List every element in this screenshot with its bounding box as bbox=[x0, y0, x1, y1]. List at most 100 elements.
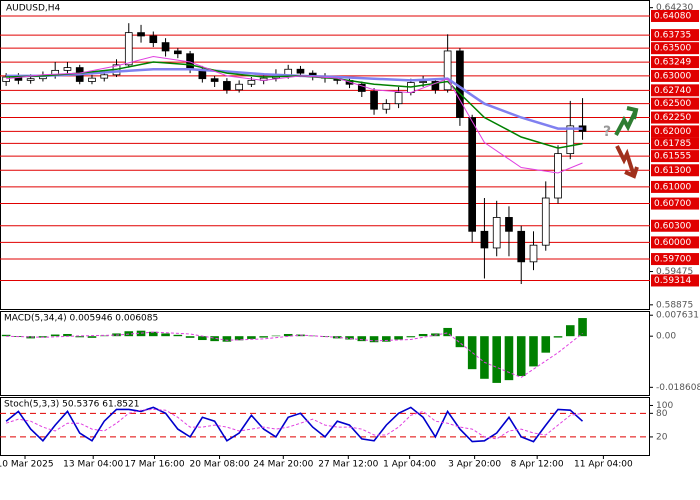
level-label: 0.63000 bbox=[654, 71, 691, 81]
candle-body bbox=[505, 217, 513, 232]
candle-body bbox=[124, 32, 133, 66]
level-box bbox=[651, 69, 699, 82]
candle-body bbox=[480, 230, 489, 249]
x-tick-label: 13 Mar 04:00 bbox=[63, 460, 123, 470]
y-tick-label: -0.018608 bbox=[656, 383, 700, 393]
level-box bbox=[651, 84, 699, 97]
macd-panel bbox=[0, 311, 650, 396]
chart-title: AUDUSD,H4 bbox=[6, 4, 61, 14]
macd-bar bbox=[99, 335, 109, 337]
macd-bar bbox=[234, 336, 244, 341]
level-box bbox=[651, 56, 699, 69]
macd-bar bbox=[553, 336, 563, 338]
candle-body bbox=[100, 74, 109, 79]
candle-body bbox=[492, 217, 501, 249]
macd-bar bbox=[75, 336, 85, 338]
x-tick-label: 17 Mar 16:00 bbox=[124, 460, 184, 470]
macd-bar bbox=[565, 325, 575, 337]
candle-body bbox=[161, 42, 170, 52]
marks bbox=[0, 15, 650, 459]
candle-body bbox=[566, 125, 575, 155]
stoch-label: Stoch(5,3,3) 50.5376 61.8521 bbox=[4, 400, 139, 410]
macd-bar bbox=[320, 336, 330, 338]
level-box bbox=[651, 197, 699, 210]
candle-body bbox=[137, 32, 145, 37]
macd-bar bbox=[198, 336, 207, 341]
level-label: 0.63735 bbox=[654, 31, 691, 41]
macd-bar bbox=[1, 334, 11, 337]
candle-body bbox=[296, 68, 305, 74]
macd-bar bbox=[492, 336, 501, 383]
stoch-line bbox=[5, 406, 584, 443]
candle-body bbox=[394, 92, 403, 105]
up-arrowhead bbox=[626, 106, 639, 120]
level-box bbox=[651, 29, 699, 42]
y-tick-label: 0.00 bbox=[656, 332, 676, 342]
candle-body bbox=[517, 230, 526, 263]
y-tick-label: 0.007631 bbox=[656, 311, 699, 321]
macd-label: MACD(5,34,4) 0.005946 0.006085 bbox=[4, 314, 158, 324]
level-label: 0.61785 bbox=[654, 139, 691, 149]
level-label: 0.60700 bbox=[654, 199, 691, 209]
candle-body bbox=[370, 91, 378, 110]
level-label: 0.59314 bbox=[654, 276, 691, 286]
macd-bar bbox=[369, 336, 379, 343]
macd-bar bbox=[283, 333, 293, 337]
level-box bbox=[651, 9, 699, 22]
level-label: 0.59700 bbox=[654, 255, 691, 265]
level-box bbox=[651, 253, 699, 266]
level-box bbox=[651, 42, 699, 55]
macd-bar bbox=[406, 336, 416, 338]
main-panel bbox=[0, 0, 650, 310]
candle-body bbox=[210, 78, 219, 82]
macd-bar bbox=[455, 336, 465, 348]
stoch-panel bbox=[0, 397, 650, 456]
x-tick-label: 10 Mar 2025 bbox=[0, 460, 54, 470]
up-arrow bbox=[614, 109, 638, 136]
candle-body bbox=[88, 77, 96, 82]
x-tick-label: 1 Apr 04:00 bbox=[383, 460, 436, 470]
level-box bbox=[651, 150, 699, 163]
x-tick-label: 27 Mar 12:00 bbox=[318, 460, 378, 470]
candle-body bbox=[63, 67, 72, 71]
macd-bar bbox=[578, 318, 587, 337]
x-tick-label: 20 Mar 08:00 bbox=[189, 460, 249, 470]
candle-body bbox=[431, 81, 440, 91]
macd-bar bbox=[63, 333, 72, 337]
macd-bar bbox=[26, 336, 35, 339]
down-arrow bbox=[615, 145, 636, 177]
down-arrowhead bbox=[624, 166, 639, 179]
macd-bar bbox=[161, 333, 170, 337]
macd-bar bbox=[541, 336, 551, 353]
y-tick-label: 0.59475 bbox=[656, 267, 693, 277]
candle-body bbox=[419, 81, 427, 83]
macd-bar bbox=[185, 336, 195, 338]
y-tick-label: 80 bbox=[656, 409, 668, 419]
stoch-line bbox=[5, 408, 583, 440]
level-label: 0.63249 bbox=[654, 58, 691, 68]
x-tick-label: 8 Apr 12:00 bbox=[511, 460, 564, 470]
level-box bbox=[651, 164, 699, 177]
candle-body bbox=[554, 153, 562, 199]
x-tick-label: 11 Apr 04:00 bbox=[574, 460, 633, 470]
candle-body bbox=[26, 78, 35, 81]
level-box bbox=[651, 111, 699, 124]
level-label: 0.61000 bbox=[654, 182, 691, 192]
candle-body bbox=[382, 103, 391, 110]
macd-bar bbox=[247, 336, 256, 339]
macd-bar bbox=[529, 336, 538, 367]
macd-bar bbox=[271, 335, 281, 337]
x-tick-label: 24 Mar 20:00 bbox=[253, 460, 313, 470]
moving-average bbox=[6, 55, 583, 174]
macd-bar bbox=[418, 333, 428, 337]
macd-bar bbox=[480, 336, 489, 379]
macd-bar bbox=[504, 336, 514, 381]
macd-bar bbox=[173, 334, 183, 337]
macd-bar bbox=[210, 336, 219, 342]
macd-bar bbox=[50, 334, 60, 337]
macd-bar bbox=[394, 336, 403, 340]
level-label: 0.64080 bbox=[654, 11, 691, 21]
candle-body bbox=[529, 244, 538, 263]
level-label: 0.61555 bbox=[654, 152, 691, 162]
candle-body bbox=[357, 83, 366, 92]
